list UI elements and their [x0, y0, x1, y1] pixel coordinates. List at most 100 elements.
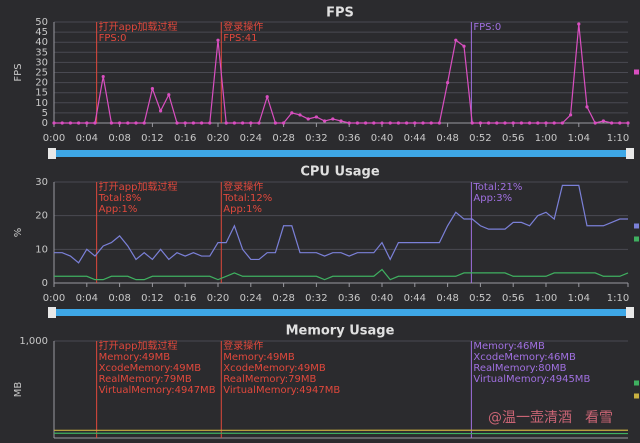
point — [487, 121, 491, 125]
point — [593, 121, 597, 125]
point — [478, 121, 482, 125]
x-tick-label: 0:44 — [404, 293, 426, 304]
x-tick-label: 0:24 — [240, 293, 262, 304]
point — [273, 121, 277, 125]
x-tick-label: 0:12 — [141, 133, 163, 144]
y-tick-label: 30 — [35, 177, 48, 188]
annotation-text: Total:12% — [222, 193, 272, 204]
point — [511, 121, 515, 125]
x-tick-label: 0:36 — [338, 133, 360, 144]
point — [437, 121, 441, 125]
y-tick-label: 50 — [35, 17, 48, 28]
annotation-text: FPS:0 — [99, 33, 127, 44]
point — [109, 121, 113, 125]
annotation-text: 打开app加载过程 — [99, 180, 178, 193]
point — [618, 121, 622, 125]
point — [208, 121, 212, 125]
x-tick-label: 1:10 — [607, 293, 629, 304]
y-tick-label: 45 — [35, 27, 48, 38]
point — [454, 38, 458, 42]
point — [257, 121, 261, 125]
point — [101, 74, 105, 79]
annotation-text: VirtualMemory:4947MB — [223, 385, 340, 396]
point — [134, 121, 138, 125]
annotation-text: XcodeMemory:49MB — [223, 363, 326, 374]
x-tick-label: 0:00 — [43, 293, 65, 304]
point — [314, 115, 318, 119]
annotation-text: RealMemory:79MB — [223, 374, 316, 385]
point — [290, 111, 294, 115]
point — [282, 121, 286, 125]
point — [405, 121, 409, 125]
legend-swatch — [634, 393, 639, 399]
point — [93, 121, 97, 125]
scrollbar-handle — [48, 307, 56, 318]
point — [569, 113, 573, 117]
point — [126, 121, 130, 125]
y-tick-label: 30 — [35, 57, 48, 68]
x-tick-label: 0:52 — [469, 293, 491, 304]
x-tick-label: 0:40 — [371, 293, 393, 304]
chart-title: FPS — [326, 6, 354, 21]
scrollbar-handle — [48, 148, 56, 159]
x-tick-label: 1:00 — [535, 293, 557, 304]
y-tick-label: 0 — [42, 278, 48, 289]
annotation-text: Total:8% — [98, 193, 142, 204]
chart-title: Memory Usage — [286, 324, 395, 339]
x-tick-label: 0:24 — [240, 133, 262, 144]
point — [52, 121, 56, 125]
x-tick-label: 0:08 — [108, 293, 130, 304]
point — [232, 121, 236, 125]
annotation-text: VirtualMemory:4945MB — [473, 374, 590, 385]
point — [298, 113, 302, 117]
legend-swatch — [634, 236, 639, 242]
point — [536, 121, 540, 125]
point — [150, 87, 154, 91]
point — [421, 121, 425, 125]
x-tick-label: 0:00 — [43, 133, 65, 144]
x-tick-label: 0:48 — [436, 293, 458, 304]
x-tick-label: 0:20 — [207, 293, 229, 304]
point — [503, 121, 507, 125]
y-tick-label: 5 — [42, 108, 48, 119]
watermark: @温一壶清酒 — [488, 410, 572, 426]
annotation-text: 登录操作 — [223, 20, 263, 33]
point — [200, 121, 204, 125]
point — [118, 121, 122, 125]
x-tick-label: 0:52 — [469, 133, 491, 144]
x-tick-label: 1:04 — [568, 133, 590, 144]
x-tick-label: 1:00 — [535, 133, 557, 144]
y-tick-label: 10 — [35, 98, 48, 109]
point — [388, 121, 392, 125]
annotation-text: 打开app加载过程 — [99, 20, 178, 33]
point — [413, 121, 417, 125]
x-tick-label: 0:36 — [338, 293, 360, 304]
point — [175, 121, 179, 125]
scrollbar-track — [48, 309, 634, 316]
point — [216, 38, 220, 42]
point — [347, 121, 351, 125]
point — [183, 121, 187, 125]
annotation-text: App:1% — [223, 204, 262, 215]
point — [159, 109, 163, 113]
scrollbar-track — [48, 150, 634, 157]
point — [470, 121, 474, 125]
annotation-text: App:3% — [473, 193, 512, 204]
series-line — [54, 184, 628, 264]
y-tick-label: 35 — [35, 47, 48, 58]
y-tick-label: 15 — [35, 88, 48, 99]
point — [60, 121, 64, 125]
y-axis-label: MB — [13, 382, 24, 398]
x-tick-label: 0:56 — [502, 133, 524, 144]
point — [142, 121, 146, 125]
y-tick-label: 1,000 — [19, 336, 48, 347]
annotation-text: RealMemory:79MB — [99, 374, 192, 385]
annotation-text: 登录操作 — [223, 339, 263, 352]
series-line — [54, 268, 629, 281]
watermark: 看雪 — [585, 410, 613, 426]
y-axis-label: FPS — [13, 63, 24, 81]
y-tick-label: 10 — [35, 244, 48, 255]
chart-title: CPU Usage — [300, 165, 380, 180]
point — [429, 121, 433, 125]
